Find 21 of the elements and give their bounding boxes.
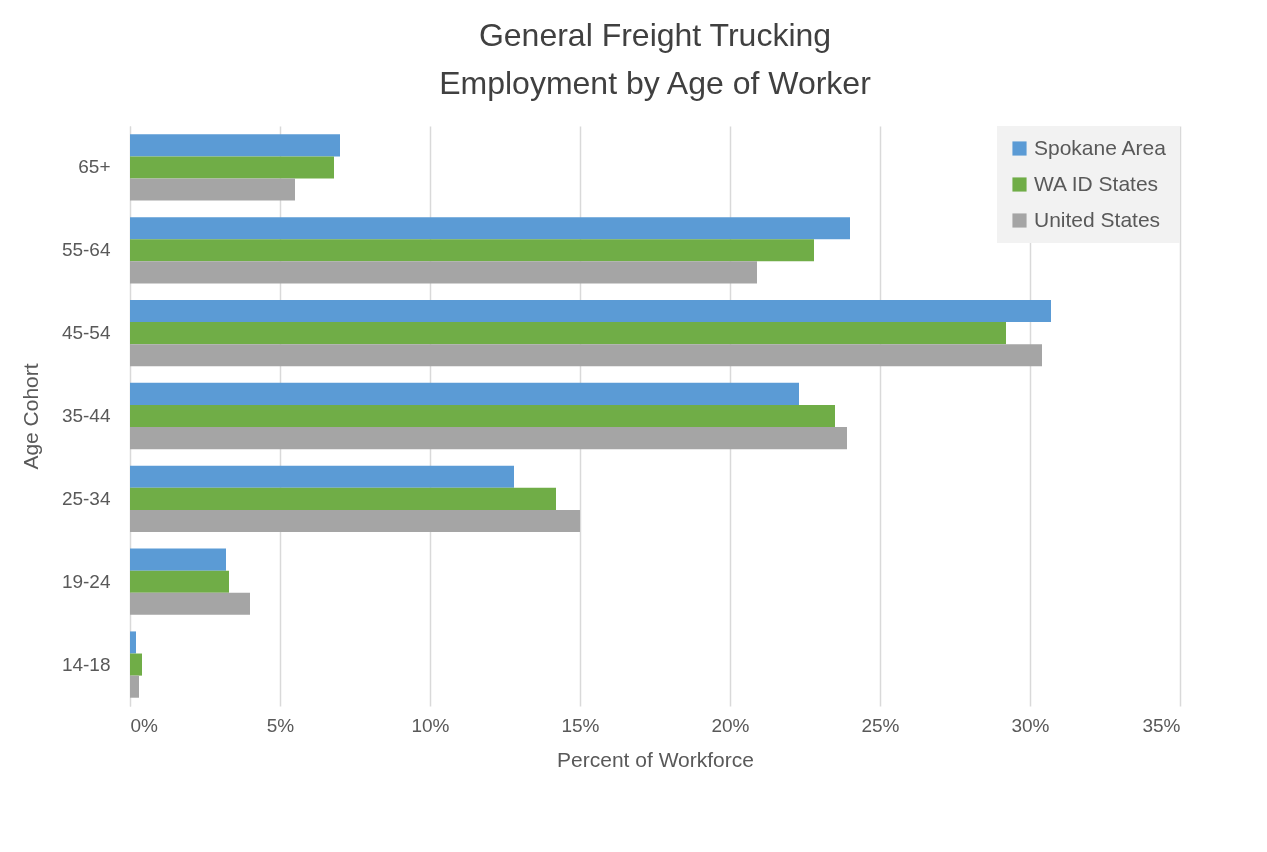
y-tick-label: 19-24	[61, 570, 111, 592]
y-tick-label: 55-64	[61, 239, 111, 261]
x-tick-label: 35%	[1142, 714, 1181, 736]
y-tick-label: 14-18	[61, 653, 111, 675]
y-tick-label: 25-34	[61, 487, 111, 509]
x-tick-label: 10%	[411, 714, 450, 736]
legend-label: WA ID States	[1034, 171, 1159, 195]
y-tick-label: 45-54	[61, 322, 111, 344]
y-tick-label: 65+	[78, 156, 111, 178]
x-tick-label: 25%	[861, 714, 900, 736]
y-tick-label: 35-44	[61, 405, 111, 426]
x-tick-label: 5%	[266, 714, 295, 736]
x-axis-title: Percent of Workforce	[557, 747, 754, 771]
x-tick-label: 15%	[561, 714, 600, 736]
x-tick-label: 20%	[711, 714, 750, 736]
legend-label: United States	[1034, 207, 1161, 231]
x-tick-label: 30%	[1011, 714, 1050, 736]
legend-label: Spokane Area	[1034, 135, 1167, 159]
y-axis-title: Age Cohort	[18, 363, 42, 470]
chart-title: General Freight Trucking Employment by Age of Worker	[439, 17, 872, 101]
x-tick-label: 0%	[130, 714, 159, 736]
